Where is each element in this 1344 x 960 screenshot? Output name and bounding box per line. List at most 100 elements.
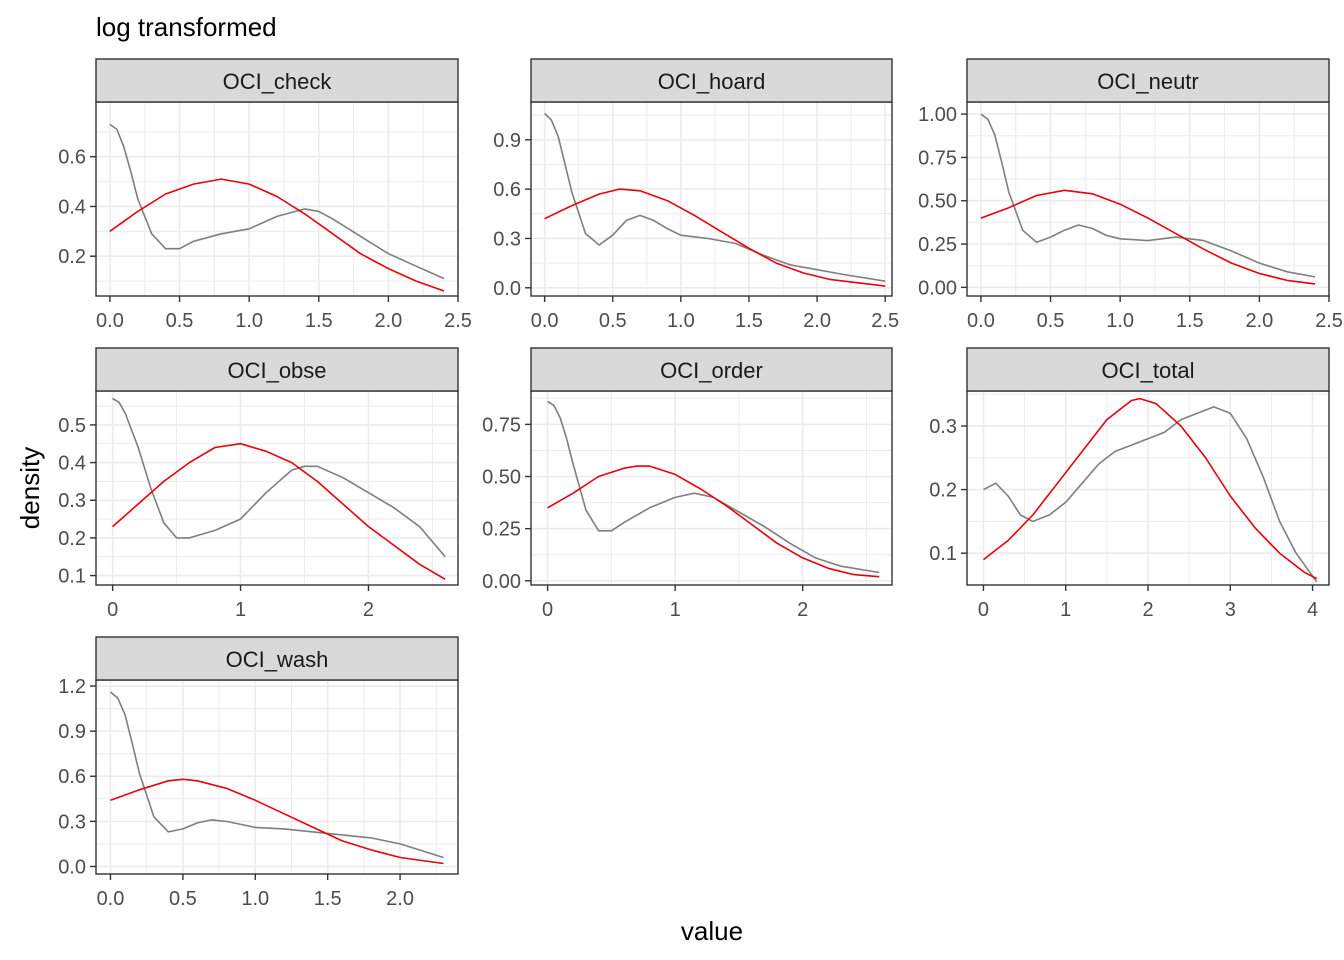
x-tick-label: 2 xyxy=(797,599,808,621)
x-tick-label: 1.0 xyxy=(241,888,269,910)
x-tick-label: 1 xyxy=(670,599,681,621)
y-tick-label: 0.9 xyxy=(58,721,86,743)
empirical-density-line xyxy=(547,400,880,574)
facet-panel: OCI_order 0 1 2 0.00 0.25 0.50 0.75 xyxy=(482,347,893,621)
empirical-density-line xyxy=(112,397,446,558)
x-tick-label: 1 xyxy=(1060,599,1071,621)
panel-background xyxy=(531,102,892,296)
x-tick-label: 2.0 xyxy=(374,310,402,332)
y-tick-label: 0.3 xyxy=(58,490,86,512)
normal-density-line xyxy=(112,442,446,580)
facet-panel: OCI_neutr 0.0 0.5 1.0 1.5 2.0 2.5 0.00 0.25 0.50 0… xyxy=(918,58,1343,332)
y-tick-label: 0.3 xyxy=(58,811,86,833)
y-tick-label: 1.00 xyxy=(918,104,957,126)
y-tick-label: 0.6 xyxy=(493,179,521,201)
y-tick-label: 0.1 xyxy=(58,566,86,588)
y-tick-label: 0.2 xyxy=(58,246,86,268)
panel-background xyxy=(967,102,1329,296)
x-tick-label: 2.5 xyxy=(871,310,899,332)
y-tick-label: 0.75 xyxy=(918,147,957,169)
y-tick-label: 0.25 xyxy=(482,519,521,541)
x-tick-label: 4 xyxy=(1307,599,1318,621)
minor-gridlines xyxy=(531,102,892,296)
facet-panel: OCI_total 0 1 2 3 4 0.1 0.2 0.3 xyxy=(929,347,1330,621)
normal-density-line xyxy=(980,189,1316,285)
y-tick-label: 0.9 xyxy=(493,130,521,152)
normal-density-line xyxy=(547,465,880,578)
minor-gridlines xyxy=(531,391,892,585)
x-tick-label: 1.0 xyxy=(667,310,695,332)
strip-background xyxy=(95,636,459,681)
normal-density-line xyxy=(109,178,445,292)
facet-panel: OCI_hoard 0.0 0.5 1.0 1.5 2.0 2.5 0.0 0.3 0.6 0.9 xyxy=(493,58,899,332)
y-tick-label: 0.3 xyxy=(929,416,957,438)
empirical-density-line xyxy=(544,112,886,282)
strip-background xyxy=(95,58,459,103)
x-tick-label: 1.0 xyxy=(235,310,263,332)
y-tick-label: 0.2 xyxy=(929,480,957,502)
x-axis-title: value xyxy=(681,916,743,946)
empirical-density-line xyxy=(109,123,445,280)
strip-background xyxy=(966,347,1330,392)
y-tick-label: 0.0 xyxy=(58,856,86,878)
facet-panel: OCI_obse 0 1 2 0.1 0.2 0.3 0.4 0.5 xyxy=(58,347,459,621)
strip-label: OCI_hoard xyxy=(658,69,766,94)
empirical-density-line xyxy=(983,406,1318,583)
x-tick-label: 2 xyxy=(1142,599,1153,621)
normal-density-line xyxy=(544,188,886,287)
y-tick-label: 0.1 xyxy=(929,543,957,565)
x-tick-label: 1.5 xyxy=(735,310,763,332)
y-tick-label: 0.5 xyxy=(58,415,86,437)
x-tick-label: 2.5 xyxy=(444,310,472,332)
x-tick-label: 2 xyxy=(363,599,374,621)
x-tick-label: 1.5 xyxy=(1176,310,1204,332)
x-tick-label: 0 xyxy=(542,599,553,621)
minor-gridlines xyxy=(96,391,458,585)
y-tick-label: 0.3 xyxy=(493,228,521,250)
y-tick-label: 0.25 xyxy=(918,234,957,256)
strip-label: OCI_order xyxy=(660,358,763,383)
x-tick-label: 3 xyxy=(1225,599,1236,621)
strip-background xyxy=(530,347,893,392)
y-tick-label: 0.6 xyxy=(58,147,86,169)
x-tick-label: 0.0 xyxy=(96,310,124,332)
x-tick-label: 0 xyxy=(978,599,989,621)
x-tick-label: 0.5 xyxy=(166,310,194,332)
x-tick-label: 0.5 xyxy=(169,888,197,910)
x-tick-label: 0.0 xyxy=(531,310,559,332)
strip-label: OCI_total xyxy=(1102,358,1195,383)
y-tick-label: 0.2 xyxy=(58,528,86,550)
empirical-density-line xyxy=(109,691,444,859)
x-tick-label: 0.0 xyxy=(967,310,995,332)
y-tick-label: 1.2 xyxy=(58,676,86,698)
panel-background xyxy=(96,102,458,296)
normal-density-line xyxy=(983,397,1318,580)
y-tick-label: 0.4 xyxy=(58,453,86,475)
y-tick-label: 0.6 xyxy=(58,766,86,788)
y-tick-label: 0.00 xyxy=(918,277,957,299)
y-axis-title: density xyxy=(15,447,45,529)
normal-density-line xyxy=(110,778,444,865)
panel-background xyxy=(531,391,892,585)
strip-background xyxy=(530,58,893,103)
facet-panel: OCI_check 0.0 0.5 1.0 1.5 2.0 2.5 0.2 0.4 0.6 xyxy=(58,58,472,332)
strip-label: OCI_obse xyxy=(227,358,326,383)
strip-background xyxy=(966,58,1330,103)
chart-title: log transformed xyxy=(96,12,277,42)
x-tick-label: 0 xyxy=(107,599,118,621)
x-tick-label: 1.5 xyxy=(305,310,333,332)
x-tick-label: 2.0 xyxy=(1245,310,1273,332)
y-tick-label: 0.50 xyxy=(482,467,521,489)
y-tick-label: 0.0 xyxy=(493,278,521,300)
x-tick-label: 1 xyxy=(235,599,246,621)
x-tick-label: 0.0 xyxy=(97,888,125,910)
minor-gridlines xyxy=(96,102,458,296)
strip-background xyxy=(95,347,459,392)
x-tick-label: 1.0 xyxy=(1106,310,1134,332)
y-tick-label: 0.00 xyxy=(482,571,521,593)
x-tick-label: 2.0 xyxy=(803,310,831,332)
y-tick-label: 0.4 xyxy=(58,196,86,218)
x-tick-label: 2.0 xyxy=(386,888,414,910)
x-tick-label: 0.5 xyxy=(599,310,627,332)
